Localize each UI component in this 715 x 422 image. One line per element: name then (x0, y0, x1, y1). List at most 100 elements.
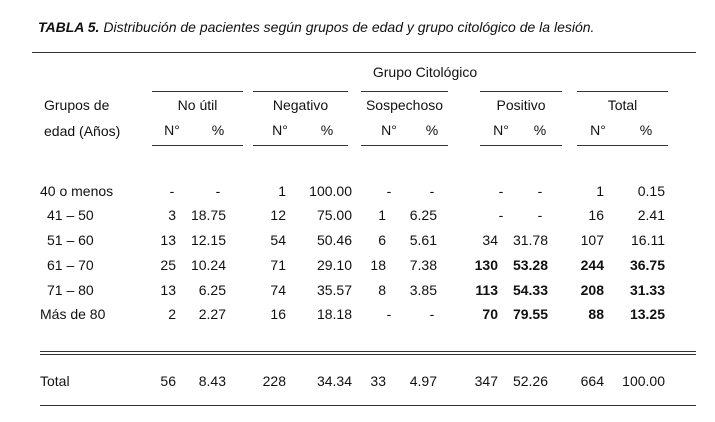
row-label: Más de 80 (40, 306, 106, 322)
sub-header-3: N° (272, 122, 288, 138)
table-cell: 2 (168, 306, 176, 322)
group-header-rule-5 (577, 91, 668, 92)
table-cell: 74 (270, 282, 286, 298)
table-cell: - (498, 207, 504, 223)
total-cell: 228 (262, 373, 286, 389)
table-cell: - (537, 207, 543, 223)
table-cell: 8 (378, 282, 386, 298)
table-cell: - (386, 306, 392, 322)
table-cell: - (498, 183, 504, 199)
sub-header-rule-1 (152, 145, 243, 146)
footer-double-rule-1 (40, 351, 696, 352)
table-cell: 1 (278, 183, 286, 199)
table-cell: 29.10 (316, 257, 352, 273)
table-cell: 70 (482, 306, 498, 322)
table-cell: 208 (580, 282, 604, 298)
total-cell: 52.26 (512, 373, 548, 389)
row-label: 51 – 60 (47, 232, 94, 248)
table-cell: - (169, 183, 175, 199)
table-cell: 25 (160, 257, 176, 273)
sub-header-10: % (639, 122, 653, 138)
table-cell: 113 (475, 282, 498, 298)
table-cell: 35.57 (316, 282, 352, 298)
table-cell: 3.85 (409, 282, 437, 298)
super-header: Grupo Citológico (372, 64, 478, 80)
row-label: 40 o menos (40, 183, 114, 199)
total-cell: 100.00 (622, 373, 665, 389)
table-cell: - (429, 306, 435, 322)
total-cell: 56 (160, 373, 176, 389)
table-cell: 18.75 (190, 207, 226, 223)
table-cell: 31.78 (512, 232, 548, 248)
table-cell: 31.33 (629, 282, 665, 298)
group-header-3: Sospechoso (365, 97, 444, 113)
table-cell: 88 (588, 306, 604, 322)
table-cell: 6.25 (198, 282, 226, 298)
table-cell: - (537, 183, 543, 199)
row-header-line2: edad (Años) (44, 123, 121, 139)
table-cell: 130 (474, 257, 498, 273)
table-cell: 100.00 (309, 183, 352, 199)
caption-text: Distribución de pacientes según grupos d… (103, 19, 595, 35)
table-cell: 79.55 (512, 306, 548, 322)
table-cell: 34 (482, 232, 498, 248)
table-cell: 6 (378, 232, 386, 248)
sub-header-7: N° (493, 122, 509, 138)
table-cell: 16 (588, 207, 604, 223)
sub-header-1: N° (164, 122, 180, 138)
top-rule (32, 52, 696, 53)
table-cell: 75.00 (316, 207, 352, 223)
footer-double-rule-2 (40, 354, 696, 355)
total-cell: 8.43 (198, 373, 226, 389)
table-cell: - (429, 183, 435, 199)
row-label: 41 – 50 (47, 207, 94, 223)
row-label: 61 – 70 (47, 257, 94, 273)
table-cell: 244 (580, 257, 604, 273)
table-cell: 16.11 (631, 232, 665, 248)
sub-header-rule-5 (577, 145, 668, 146)
table-cell: 3 (168, 207, 176, 223)
total-cell: 347 (474, 373, 498, 389)
table-cell: 54.33 (512, 282, 548, 298)
sub-header-5: N° (381, 122, 397, 138)
table-cell: 7.38 (409, 257, 437, 273)
sub-header-9: N° (590, 122, 606, 138)
table-cell: 50.46 (316, 232, 352, 248)
total-cell: 33 (370, 373, 386, 389)
sub-header-rule-3 (361, 145, 448, 146)
sub-header-4: % (320, 122, 334, 138)
row-label: 71 – 80 (47, 282, 94, 298)
table-cell: 13 (160, 282, 176, 298)
table-cell: 13 (160, 232, 176, 248)
sub-header-rule-2 (253, 145, 348, 146)
total-label: Total (40, 373, 70, 389)
table-cell: 0.15 (637, 183, 665, 199)
table-cell: 18 (370, 257, 386, 273)
table-cell: 1 (596, 183, 604, 199)
table-cell: 2.27 (198, 306, 226, 322)
table-cell: - (386, 183, 392, 199)
total-cell: 4.97 (409, 373, 437, 389)
table-caption: TABLA 5. Distribución de pacientes según… (38, 19, 594, 35)
total-cell: 664 (580, 373, 604, 389)
sub-header-8: % (533, 122, 547, 138)
table-cell: 71 (270, 257, 286, 273)
total-cell: 34.34 (316, 373, 352, 389)
table-cell: - (215, 183, 221, 199)
table-cell: 2.41 (637, 207, 665, 223)
group-header-5: Total (607, 97, 638, 113)
group-header-4: Positivo (496, 97, 546, 113)
table-cell: 36.75 (629, 257, 665, 273)
table-cell: 10.24 (190, 257, 226, 273)
table-cell: 12 (270, 207, 286, 223)
group-header-rule-3 (361, 91, 448, 92)
group-header-rule-1 (152, 91, 243, 92)
group-header-2: Negativo (272, 97, 329, 113)
sub-header-2: % (211, 122, 225, 138)
group-header-rule-2 (253, 91, 348, 92)
table-cell: 54 (270, 232, 286, 248)
row-header-line1: Grupos de (44, 97, 110, 113)
group-header-rule-4 (480, 91, 562, 92)
table-cell: 107 (580, 232, 604, 248)
table-cell: 12.15 (190, 232, 226, 248)
